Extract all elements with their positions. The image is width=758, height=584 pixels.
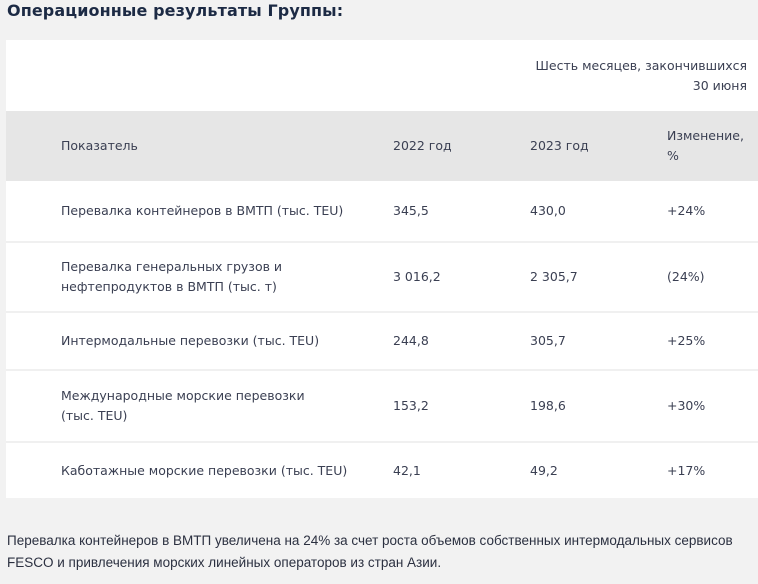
row-change: +17% xyxy=(667,462,706,478)
row-change: (24%) xyxy=(667,269,705,284)
row-indicator: Перевалка генеральных грузов и нефтепрод… xyxy=(61,259,283,294)
period-caption-line1: Шесть месяцев, закончившихся xyxy=(535,58,747,73)
header-indicator: Показатель xyxy=(61,138,138,153)
table-row: Каботажные морские перевозки (тыс. TEU) … xyxy=(6,441,758,498)
section-title: Операционные результаты Группы: xyxy=(7,1,344,20)
operational-results-table: Шесть месяцев, закончившихся 30 июня Пок… xyxy=(6,40,758,498)
row-indicator: Международные морские перевозки (тыс. TE… xyxy=(61,388,305,423)
row-indicator: Перевалка контейнеров в ВМТП (тыс. TEU) xyxy=(61,203,344,218)
row-value-2022: 244,8 xyxy=(393,333,429,348)
table-row: Интермодальные перевозки (тыс. TEU) 244,… xyxy=(6,311,758,369)
row-value-2022: 345,5 xyxy=(393,203,429,218)
row-value-2022: 153,2 xyxy=(393,398,429,413)
period-caption: Шесть месяцев, закончившихся 30 июня xyxy=(536,56,747,96)
row-indicator: Интермодальные перевозки (тыс. TEU) xyxy=(61,333,320,348)
period-caption-line2: 30 июня xyxy=(692,78,747,93)
row-value-2022: 3 016,2 xyxy=(393,269,441,284)
header-2023: 2023 год xyxy=(530,138,589,153)
row-value-2023: 305,7 xyxy=(530,333,566,348)
row-value-2023: 49,2 xyxy=(530,462,558,478)
row-change: +30% xyxy=(667,398,706,413)
table-row: Перевалка генеральных грузов и нефтепрод… xyxy=(6,241,758,311)
row-indicator: Каботажные морские перевозки (тыс. TEU) xyxy=(61,462,348,478)
table-row: Перевалка контейнеров в ВМТП (тыс. TEU) … xyxy=(6,181,758,241)
table-header: Показатель 2022 год 2023 год Изменение, … xyxy=(6,111,758,181)
header-change: Изменение, % xyxy=(667,128,744,163)
row-change: +24% xyxy=(667,203,706,218)
row-value-2022: 42,1 xyxy=(393,462,421,478)
header-2022: 2022 год xyxy=(393,138,452,153)
row-value-2023: 2 305,7 xyxy=(530,269,578,284)
table-row: Международные морские перевозки (тыс. TE… xyxy=(6,369,758,441)
summary-paragraph: Перевалка контейнеров в ВМТП увеличена н… xyxy=(7,533,733,570)
row-value-2023: 430,0 xyxy=(530,203,566,218)
row-change: +25% xyxy=(667,333,706,348)
row-value-2023: 198,6 xyxy=(530,398,566,413)
